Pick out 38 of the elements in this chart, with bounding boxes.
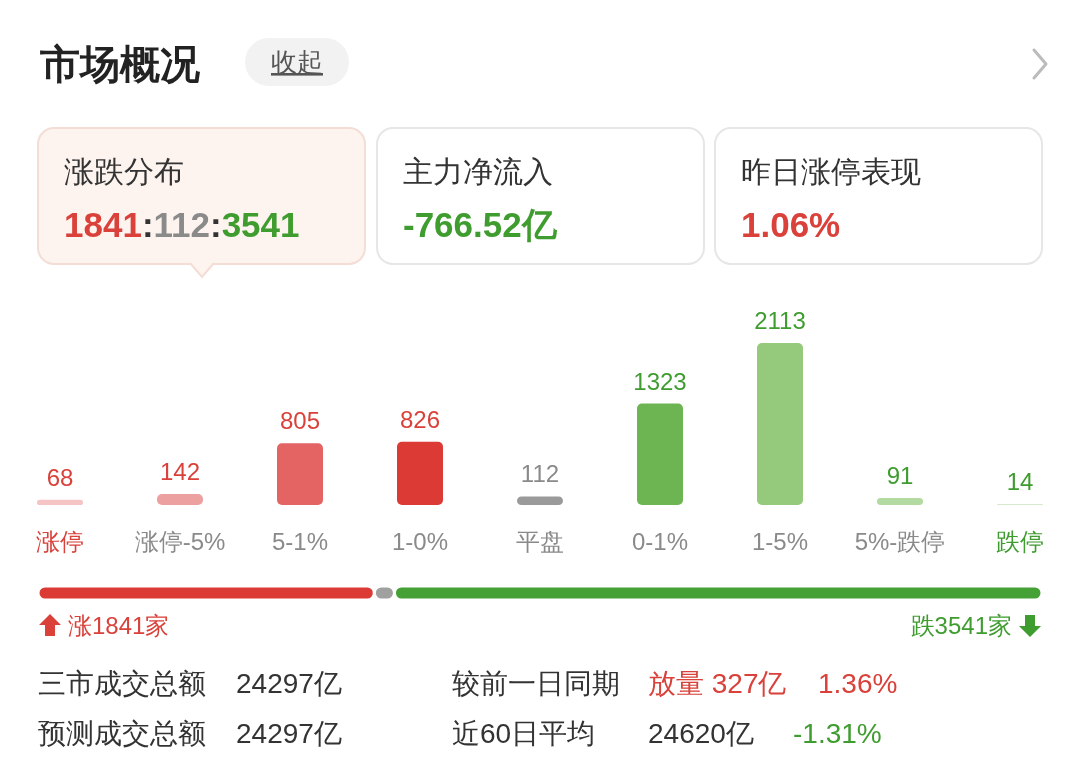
text: 1841:112:3541	[64, 205, 300, 244]
data-label: 14	[1006, 467, 1034, 495]
text: 1.36%	[818, 668, 898, 699]
x-tick-label: 涨停-5%	[134, 528, 226, 555]
text: 预测成交总额	[38, 718, 206, 749]
text: -1.31%	[793, 718, 882, 749]
x-tick-label: 5%-跌停	[854, 528, 946, 555]
data-label: 805	[279, 407, 321, 435]
text: 市场概况	[39, 42, 200, 86]
text: 涨1841家	[68, 612, 170, 639]
text: 跌3541家	[910, 612, 1012, 639]
text: 近60日平均	[452, 718, 596, 749]
text: -766.52亿	[403, 205, 558, 244]
data-label: 112	[520, 460, 560, 488]
text: 24297亿	[236, 718, 342, 749]
text: 收起	[271, 47, 323, 77]
text: 三市成交总额	[38, 668, 206, 699]
text: 1.06%	[741, 205, 841, 244]
x-tick-label: 1-0%	[391, 528, 449, 555]
text: 涨跌分布	[64, 155, 184, 188]
text: 主力净流入	[403, 155, 553, 188]
data-label: 142	[159, 458, 201, 486]
text: 24297亿	[236, 668, 342, 699]
x-tick-label: 0-1%	[631, 528, 689, 555]
data-label: 826	[399, 405, 441, 433]
data-label: 1323	[633, 367, 687, 395]
x-tick-label: 平盘	[516, 528, 564, 555]
data-label: 91	[886, 462, 914, 490]
data-label: 2113	[754, 307, 806, 334]
x-tick-label: 5-1%	[271, 528, 329, 555]
data-label: 68	[46, 463, 74, 491]
x-tick-label: 涨停	[36, 528, 84, 555]
x-tick-label: 1-5%	[751, 528, 809, 555]
x-tick-label: 跌停	[996, 528, 1044, 555]
text: 昨日涨停表现	[741, 155, 921, 188]
text: 较前一日同期	[452, 668, 620, 699]
text: 24620亿	[648, 718, 754, 749]
text: 放量 327亿	[648, 668, 787, 699]
